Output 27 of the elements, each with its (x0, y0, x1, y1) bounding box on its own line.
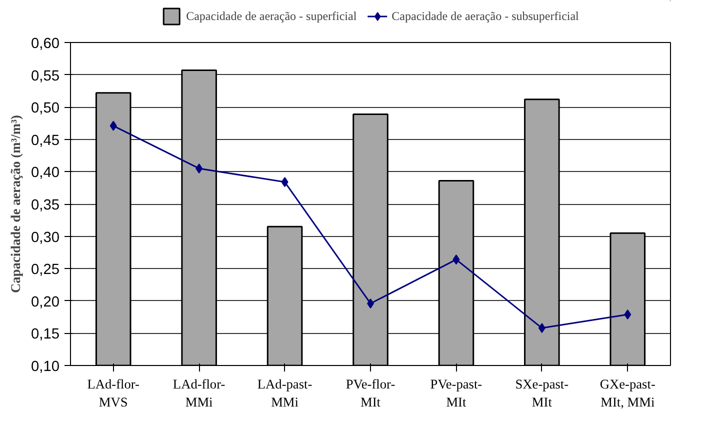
x-tick-label: PVe-flor-MIt (346, 376, 396, 410)
y-tick-label: 0,45 (30, 132, 60, 149)
y-tick-label: 0,20 (30, 294, 60, 310)
point (538, 323, 546, 334)
y-tick-label: 0,60 (30, 36, 60, 52)
point (452, 254, 460, 265)
legend-label: Capacidade de aeração - superficial (186, 8, 357, 24)
point (281, 177, 288, 188)
legend-label: Capacidade de aeração - subsuperficial (392, 8, 579, 24)
x-tick-label: GXe-past-MIt, MMi (600, 376, 656, 410)
x-tick-label: LAd-flor-MVS (87, 376, 140, 410)
x-tick-label: PVe-past-MIt (430, 376, 482, 410)
y-tick-label: 0,50 (30, 100, 60, 117)
y-tick-label: 0,40 (30, 165, 60, 182)
x-tick-label: LAd-past-MMi (257, 376, 312, 410)
y-axis-title: Capacidade de aeração (m³/m³) (8, 115, 23, 293)
y-tick-label: 0,25 (30, 262, 60, 278)
y-tick-label: 0,10 (30, 359, 60, 375)
point (110, 120, 117, 131)
x-tick-label: SXe-past-MIt (515, 376, 569, 410)
x-tick-label: LAd-flor-MMi (172, 376, 226, 410)
y-tick-label: 0,55 (30, 68, 60, 84)
point (624, 309, 632, 320)
y-tick-label: 0,30 (30, 230, 60, 246)
point (196, 163, 203, 174)
y-tick-label: 0,35 (30, 198, 60, 214)
y-tick-label: 0,15 (30, 326, 60, 343)
